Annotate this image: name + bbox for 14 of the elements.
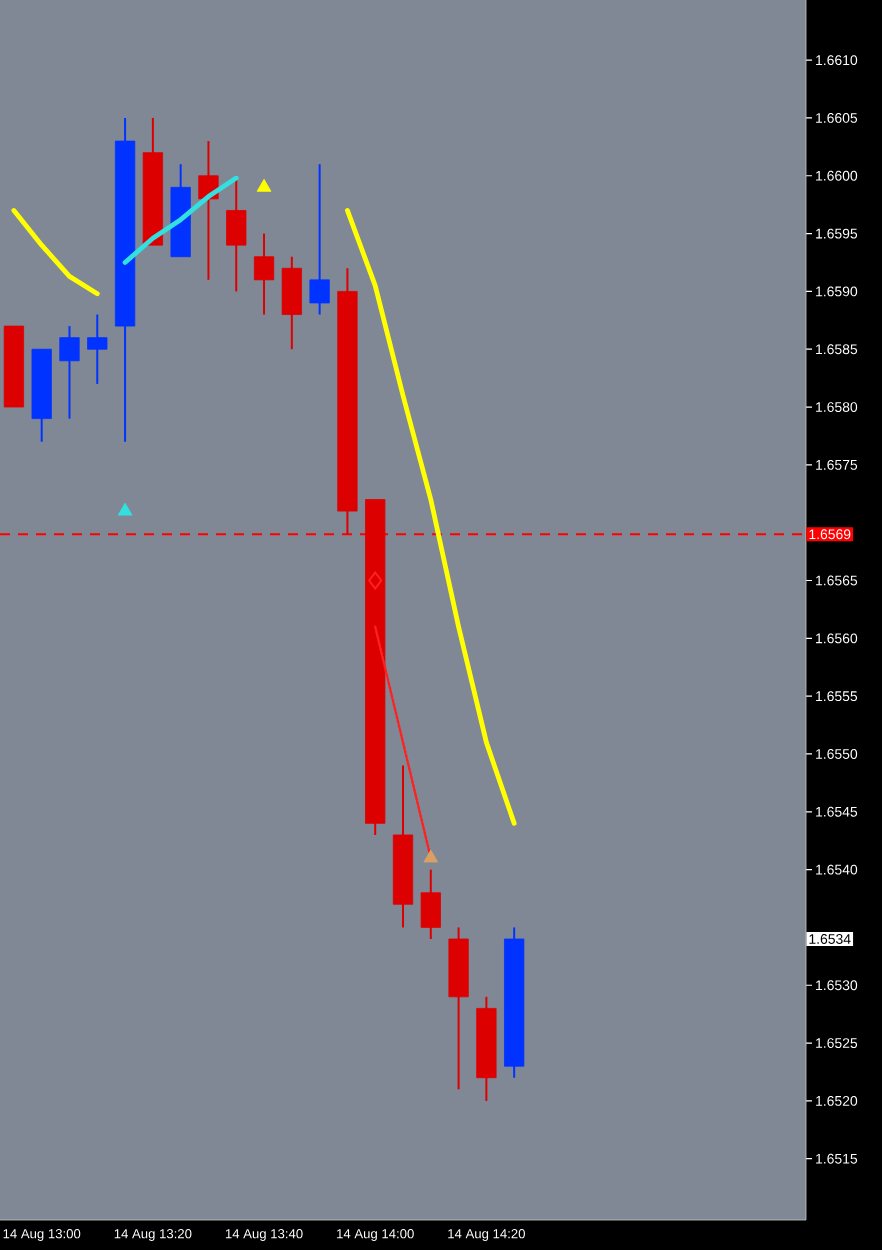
line-series bbox=[11, 208, 100, 297]
candlestick bbox=[281, 255, 302, 351]
candlestick bbox=[87, 313, 108, 385]
candlestick bbox=[59, 325, 80, 420]
point bbox=[423, 849, 439, 863]
line-series bbox=[122, 175, 239, 265]
line-series bbox=[345, 208, 517, 826]
candlestick bbox=[253, 232, 275, 316]
point bbox=[368, 571, 383, 590]
point bbox=[256, 178, 272, 192]
candlestick bbox=[198, 140, 219, 281]
point bbox=[117, 502, 133, 516]
candlestick bbox=[309, 163, 330, 316]
candlestick bbox=[420, 868, 441, 940]
